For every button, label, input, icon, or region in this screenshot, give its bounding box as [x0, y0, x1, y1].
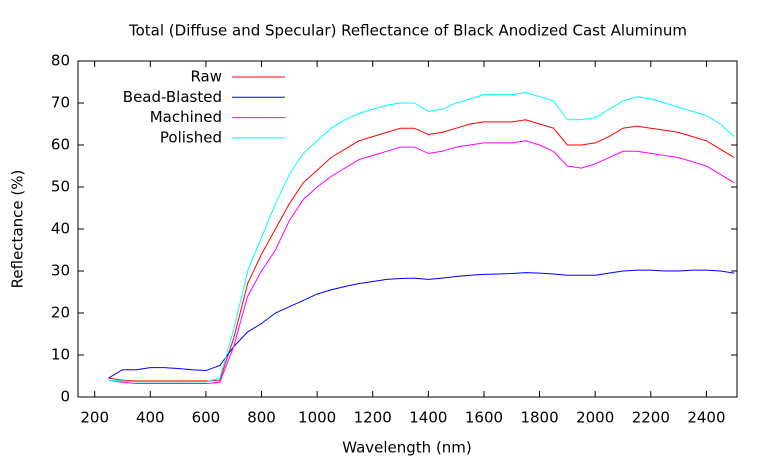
x-axis-label: Wavelength (nm) [342, 439, 472, 457]
y-axis-label: Reflectance (%) [9, 170, 27, 289]
x-tick-label: 1600 [465, 409, 503, 427]
x-tick-label: 200 [80, 409, 109, 427]
legend-label: Polished [160, 128, 222, 146]
legend-label: Machined [150, 108, 222, 126]
legend-label: Bead-Blasted [123, 88, 222, 106]
x-tick-label: 2000 [576, 409, 614, 427]
y-tick-label: 80 [51, 52, 70, 70]
data-line [108, 269, 735, 379]
legend-label: Raw [190, 68, 222, 86]
y-tick-label: 70 [51, 94, 70, 112]
y-tick-label: 50 [51, 178, 70, 196]
y-tick-label: 60 [51, 136, 70, 154]
x-tick-label: 1000 [298, 409, 336, 427]
y-tick-label: 20 [51, 304, 70, 322]
x-tick-label: 600 [192, 409, 221, 427]
x-tick-label: 1400 [409, 409, 447, 427]
x-tick-label: 2400 [687, 409, 725, 427]
y-tick-label: 10 [51, 346, 70, 364]
y-tick-label: 40 [51, 220, 70, 238]
y-tick-label: 0 [60, 388, 70, 406]
x-tick-label: 2200 [632, 409, 670, 427]
x-tick-label: 400 [136, 409, 165, 427]
data-line [108, 119, 735, 382]
chart-title: Total (Diffuse and Specular) Reflectance… [128, 22, 687, 40]
data-line [108, 140, 735, 385]
y-tick-label: 30 [51, 262, 70, 280]
x-tick-label: 800 [247, 409, 276, 427]
data-line [108, 91, 735, 383]
x-tick-label: 1200 [354, 409, 392, 427]
x-tick-label: 1800 [520, 409, 558, 427]
